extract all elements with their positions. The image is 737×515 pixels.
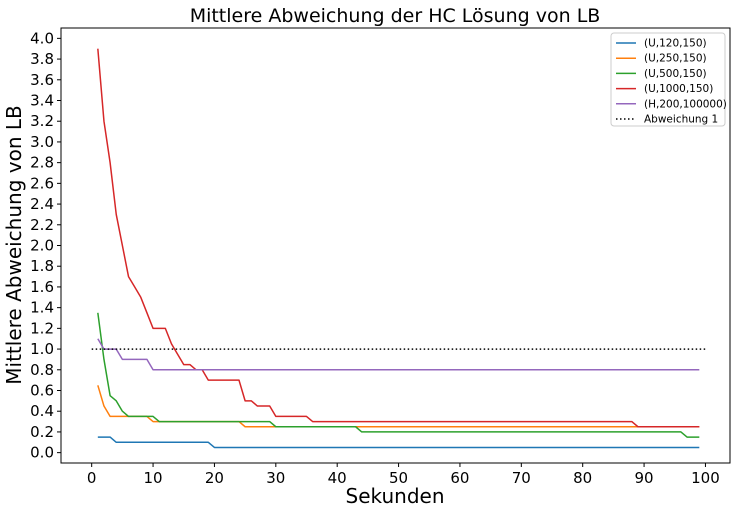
x-axis-label: Sekunden xyxy=(346,484,445,508)
y-tick-label: 1.0 xyxy=(30,340,54,358)
series-line-4 xyxy=(97,48,700,428)
y-tick-label: 0.8 xyxy=(30,361,54,379)
y-tick-label: 2.2 xyxy=(30,216,54,234)
y-tick-label: 3.6 xyxy=(30,71,54,89)
legend-item-label: (U,120,150) xyxy=(644,38,707,50)
legend-item-label: (U,500,150) xyxy=(644,68,707,80)
y-tick-label: 1.8 xyxy=(30,257,54,275)
y-tick-label: 1.6 xyxy=(30,278,54,296)
y-tick-label: 3.4 xyxy=(30,92,54,110)
y-tick-label: 3.8 xyxy=(30,50,54,68)
y-tick-label: 3.0 xyxy=(30,133,54,151)
y-tick-label: 1.2 xyxy=(30,319,54,337)
series-line-1 xyxy=(97,436,700,449)
y-tick-label: 0.0 xyxy=(30,444,54,462)
chart-title: Mittlere Abweichung der HC Lösung von LB xyxy=(190,5,601,27)
y-tick-label: 1.4 xyxy=(30,299,54,317)
series-line-2 xyxy=(97,385,700,428)
y-tick-label: 0.4 xyxy=(30,402,54,420)
legend-item-label: (U,250,150) xyxy=(644,53,707,65)
y-axis: 0.0 0.2 0.4 0.6 0.8 1.0 1.2 1.4 1.6 1.8 2.0 2.2 2.4 2… xyxy=(30,29,61,462)
y-tick-label: 2.8 xyxy=(30,154,54,172)
y-tick-label: 2.0 xyxy=(30,237,54,255)
y-tick-label: 4.0 xyxy=(30,29,54,47)
plot-area xyxy=(91,48,706,449)
x-tick-label: 50 xyxy=(389,469,408,487)
y-tick-label: 3.2 xyxy=(30,112,54,130)
x-tick-label: 0 xyxy=(87,469,97,487)
legend-item-label: (H,200,100000) xyxy=(644,98,727,110)
y-axis-label: Mittlere Abweichung von LB xyxy=(2,105,26,384)
x-tick-label: 10 xyxy=(144,469,163,487)
x-tick-label: 40 xyxy=(328,469,347,487)
x-axis: 0 10 20 30 40 50 60 70 80 90 100 xyxy=(87,463,720,487)
y-tick-label: 2.6 xyxy=(30,174,54,192)
legend-item-label: Abweichung 1 xyxy=(644,114,718,126)
x-tick-label: 30 xyxy=(266,469,285,487)
x-tick-label: 90 xyxy=(635,469,654,487)
series-line-3 xyxy=(97,312,700,438)
x-tick-label: 100 xyxy=(691,469,720,487)
x-tick-label: 20 xyxy=(205,469,224,487)
y-tick-label: 0.2 xyxy=(30,423,54,441)
y-tick-label: 0.6 xyxy=(30,382,54,400)
x-tick-label: 60 xyxy=(450,469,469,487)
legend: (U,120,150) (U,250,150) (U,500,150) (U,1000… xyxy=(610,32,727,127)
x-tick-label: 70 xyxy=(512,469,531,487)
legend-item-label: (U,1000,150) xyxy=(644,83,713,95)
legend-box xyxy=(610,32,726,127)
x-tick-label: 80 xyxy=(573,469,592,487)
y-tick-label: 2.4 xyxy=(30,195,54,213)
